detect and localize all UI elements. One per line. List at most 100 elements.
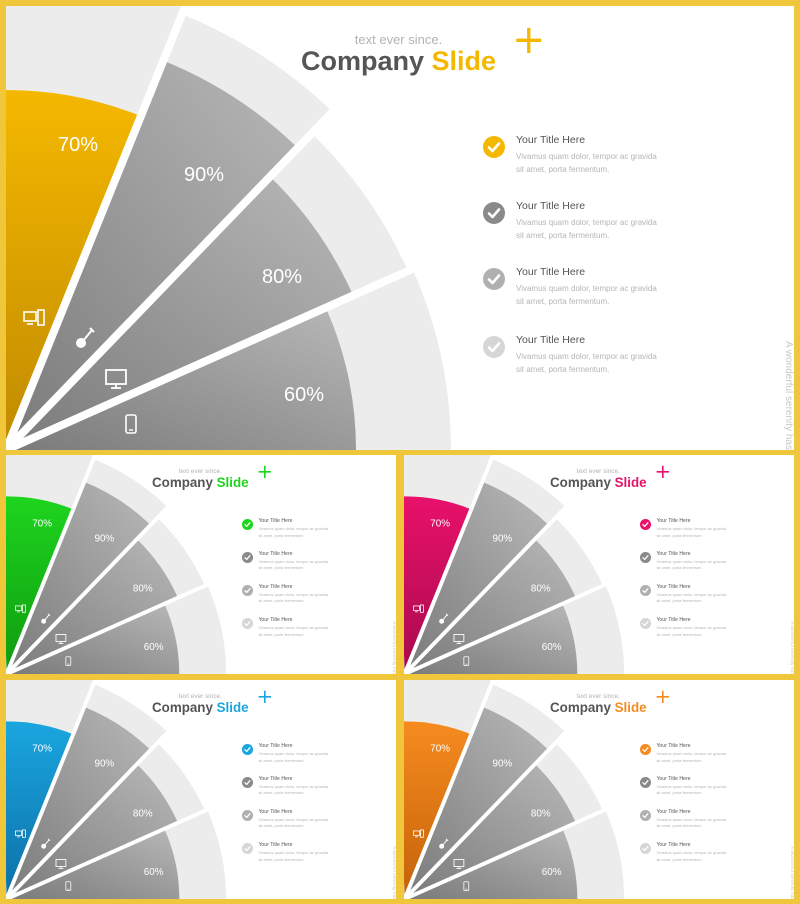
- check-icon: [640, 744, 651, 756]
- segment-label: 80%: [262, 266, 302, 288]
- outer-ring-1: [162, 14, 333, 150]
- title-accent: Slide: [216, 699, 249, 715]
- list-item: Your Title Here Vivamus quam dolor, tempo…: [483, 200, 683, 250]
- outer-ring-2: [268, 133, 408, 297]
- segment-label: 90%: [492, 758, 512, 769]
- check-icon: [640, 552, 651, 563]
- check-icon: [242, 584, 253, 596]
- segment-label: 80%: [531, 584, 551, 595]
- list-item: Your Title Here Vivamus quam dolor, tempo…: [640, 518, 739, 543]
- smartphone-icon: [463, 656, 470, 667]
- separator-0: [6, 234, 483, 450]
- item-body: Vivamus quam dolor, tempor ac gravida si…: [516, 284, 657, 306]
- outer-ring-2: [534, 742, 603, 824]
- title-accent: Slide: [431, 46, 497, 76]
- check-icon: [242, 519, 253, 531]
- item-body: Vivamus quam dolor, tempor ac gravida si…: [516, 352, 657, 374]
- separator-1: [6, 713, 187, 899]
- outer-ring-0: [404, 455, 494, 511]
- title-main: Company: [152, 699, 213, 715]
- slide-pink: 70% 90% 80% 60% text ever since. Company Slid…: [404, 455, 794, 674]
- list-item: Your Title Here Vivamus quam dolor, tempo…: [242, 743, 341, 768]
- desktop-computer-icon: [15, 829, 26, 838]
- item-body: Vivamus quam dolor, tempor ac gravida si…: [656, 558, 727, 571]
- separator-2: [6, 680, 98, 899]
- outer-ring-0: [6, 455, 96, 511]
- check-icon: [242, 843, 253, 855]
- plus-icon: +: [654, 684, 672, 708]
- segment-1: [404, 706, 549, 899]
- plus-icon: +: [256, 459, 274, 483]
- outer-ring-2: [136, 742, 205, 824]
- subtitle: text ever since.: [178, 467, 222, 475]
- segment-2: [6, 764, 178, 899]
- check-icon: [242, 777, 253, 788]
- check-icon: [640, 618, 651, 630]
- item-body: Vivamus quam dolor, tempor ac gravida si…: [516, 152, 657, 174]
- outer-ring-3: [561, 809, 625, 899]
- item-body: Vivamus quam dolor, tempor ac gravida si…: [656, 751, 727, 763]
- title-main: Company: [550, 474, 611, 490]
- separator-0: [404, 792, 640, 899]
- title-main: Company: [300, 46, 424, 76]
- list-item: Your Title Here Vivamus quam dolor, tempo…: [483, 334, 683, 384]
- segment-2: [6, 176, 354, 450]
- plus-icon: +: [256, 684, 274, 708]
- title-accent: Slide: [614, 474, 647, 490]
- segment-1: [6, 60, 298, 450]
- item-title: Your Title Here: [258, 583, 293, 590]
- list-item: Your Title Here Vivamus quam dolor, tempo…: [242, 551, 341, 576]
- slide-yellow: 70% 90% 80% 60% text ever since. Company Slid…: [6, 6, 794, 450]
- separator-2: [6, 455, 98, 674]
- outer-ring-3: [323, 269, 451, 450]
- smartphone-icon: [65, 881, 72, 892]
- item-title: Your Title Here: [656, 617, 691, 624]
- segment-label: 70%: [32, 519, 52, 530]
- monitor-icon: [453, 859, 465, 869]
- outer-ring-3: [163, 584, 227, 674]
- segment-label: 70%: [58, 134, 98, 156]
- plus-icon: +: [512, 17, 546, 63]
- side-text: A wonderful serenity has: [391, 845, 396, 899]
- side-text: A wonderful serenity has: [783, 341, 794, 450]
- outer-ring-1: [83, 459, 168, 526]
- item-title: Your Title Here: [656, 583, 691, 590]
- guitar-icon: [76, 327, 95, 348]
- segment-label: 80%: [133, 809, 153, 820]
- item-body: Vivamus quam dolor, tempor ac gravida si…: [258, 850, 329, 862]
- outer-ring-1: [481, 459, 566, 526]
- desktop-computer-icon: [413, 604, 424, 613]
- item-body: Vivamus quam dolor, tempor ac gravida si…: [258, 526, 329, 538]
- segment-label: 60%: [144, 867, 164, 878]
- item-title: Your Title Here: [516, 266, 586, 278]
- list-item: Your Title Here Vivamus quam dolor, tempo…: [640, 809, 739, 834]
- item-title: Your Title Here: [656, 743, 691, 750]
- side-text: A wonderful serenity has: [789, 845, 794, 899]
- separator-0: [6, 792, 242, 899]
- monitor-icon: [55, 859, 67, 869]
- separator-1: [6, 488, 187, 674]
- item-title: Your Title Here: [656, 518, 691, 525]
- item-body: Vivamus quam dolor, tempor ac gravida si…: [258, 751, 329, 763]
- outer-ring-0: [6, 6, 186, 119]
- desktop-computer-icon: [23, 309, 45, 326]
- monitor-icon: [453, 634, 465, 644]
- item-body: Vivamus quam dolor, tempor ac gravida si…: [656, 850, 727, 862]
- segment-label: 80%: [133, 584, 153, 595]
- item-body: Vivamus quam dolor, tempor ac gravida si…: [656, 526, 727, 538]
- segment-1: [404, 481, 549, 674]
- page-title: Company Slide: [543, 700, 654, 715]
- segment-2: [404, 539, 576, 674]
- list-item: Your Title Here Vivamus quam dolor, tempo…: [242, 809, 341, 834]
- separator-2: [404, 455, 496, 674]
- segment-1: [6, 706, 151, 899]
- segment-label: 80%: [531, 809, 551, 820]
- desktop-computer-icon: [413, 829, 424, 838]
- item-body: Vivamus quam dolor, tempor ac gravida si…: [656, 625, 727, 637]
- list-item: Your Title Here Vivamus quam dolor, tempo…: [242, 584, 341, 609]
- subtitle: text ever since.: [178, 692, 222, 700]
- list-item: Your Title Here Vivamus quam dolor, tempo…: [483, 266, 683, 316]
- segment-label: 90%: [94, 758, 114, 769]
- separator-0: [6, 567, 242, 674]
- separator-1: [404, 488, 585, 674]
